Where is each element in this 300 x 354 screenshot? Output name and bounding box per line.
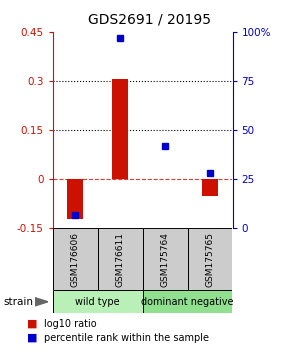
Polygon shape xyxy=(34,297,48,306)
Text: dominant negative: dominant negative xyxy=(141,297,234,307)
Bar xyxy=(52,228,98,290)
Bar xyxy=(98,228,142,290)
Text: ■: ■ xyxy=(27,333,38,343)
Text: strain: strain xyxy=(3,297,33,307)
Bar xyxy=(188,228,232,290)
Text: percentile rank within the sample: percentile rank within the sample xyxy=(44,333,208,343)
Bar xyxy=(142,290,232,313)
Text: GDS2691 / 20195: GDS2691 / 20195 xyxy=(88,12,212,27)
Bar xyxy=(202,179,218,195)
Text: GSM176611: GSM176611 xyxy=(116,232,124,287)
Bar xyxy=(52,290,142,313)
Bar xyxy=(112,79,128,179)
Text: GSM175764: GSM175764 xyxy=(160,232,169,287)
Text: wild type: wild type xyxy=(75,297,120,307)
Bar xyxy=(67,179,83,218)
Text: GSM175765: GSM175765 xyxy=(206,232,214,287)
Text: GSM176606: GSM176606 xyxy=(70,232,80,287)
Text: log10 ratio: log10 ratio xyxy=(44,319,96,329)
Text: ■: ■ xyxy=(27,319,38,329)
Bar xyxy=(142,228,188,290)
